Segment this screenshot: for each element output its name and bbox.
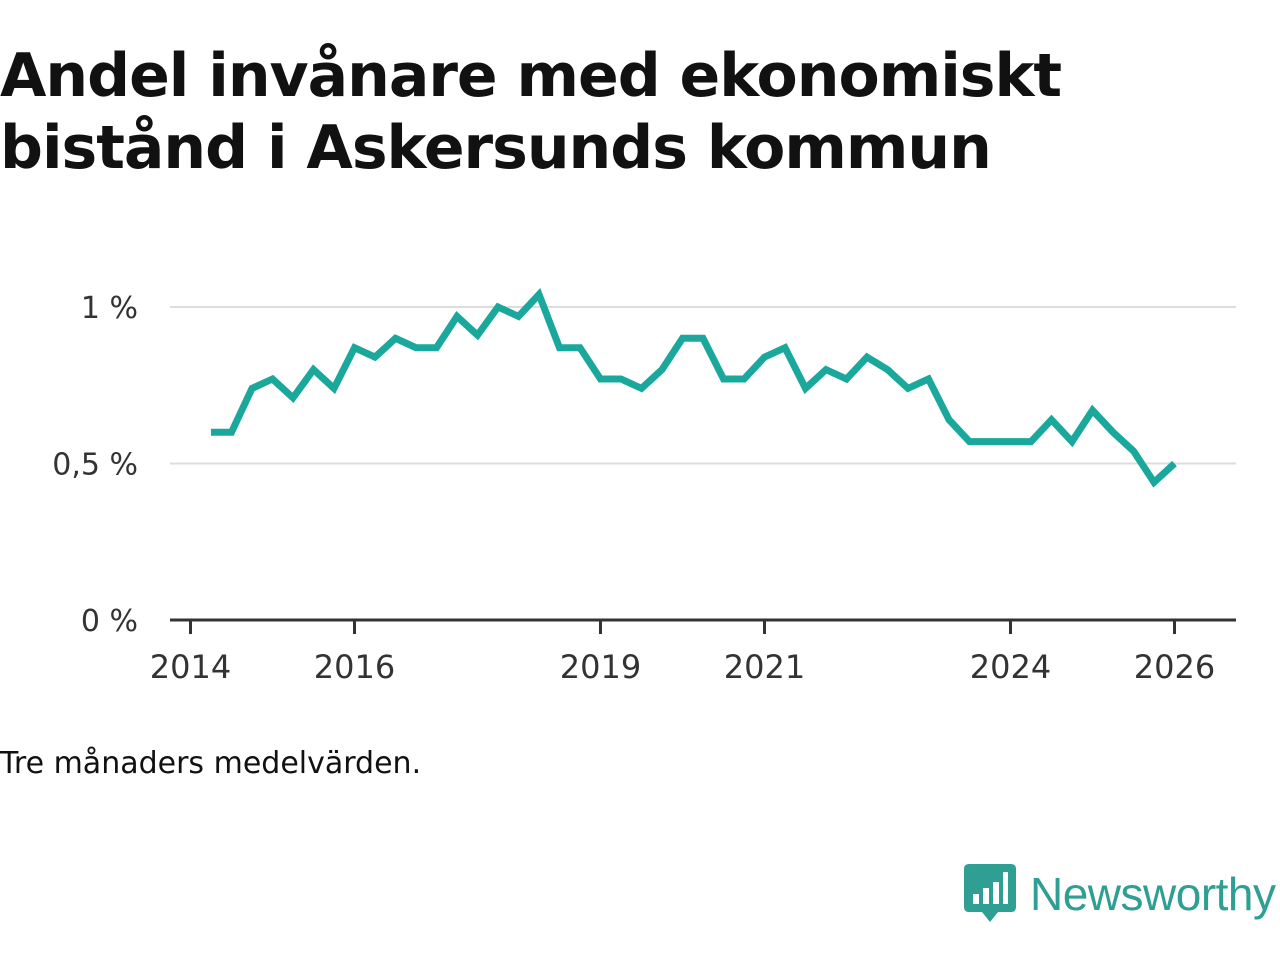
series-layer	[211, 288, 1177, 488]
x-tick-label: 2024	[970, 648, 1051, 686]
x-tick-label: 2021	[724, 648, 805, 686]
brand-logo: Newsworthy	[964, 862, 1276, 926]
y-tick-label: 0 %	[81, 604, 138, 639]
y-tick-label: 1 %	[81, 291, 138, 326]
x-axis-ticks: 2014 2016 2019 2021 2024 2026	[150, 620, 1215, 686]
y-axis-tick-labels: 0 % 0,5 % 1 %	[52, 291, 138, 639]
y-tick-label: 0,5 %	[52, 448, 138, 483]
brand-name: Newsworthy	[1030, 868, 1276, 920]
x-tick-label: 2019	[560, 648, 641, 686]
chart-title: Andel invånare med ekonomiskt bistånd i …	[0, 41, 1062, 183]
x-tick-label: 2026	[1134, 648, 1215, 686]
line-chart: 0 % 0,5 % 1 % 2014 2016 2019 2021 2024 2026	[52, 288, 1236, 686]
x-tick-label: 2014	[150, 648, 231, 686]
newsworthy-logo-icon	[964, 864, 1016, 922]
series-line	[211, 288, 1177, 488]
chart-caption: Tre månaders medelvärden.	[0, 746, 422, 781]
gridlines	[170, 306, 1236, 465]
x-tick-label: 2016	[314, 648, 395, 686]
